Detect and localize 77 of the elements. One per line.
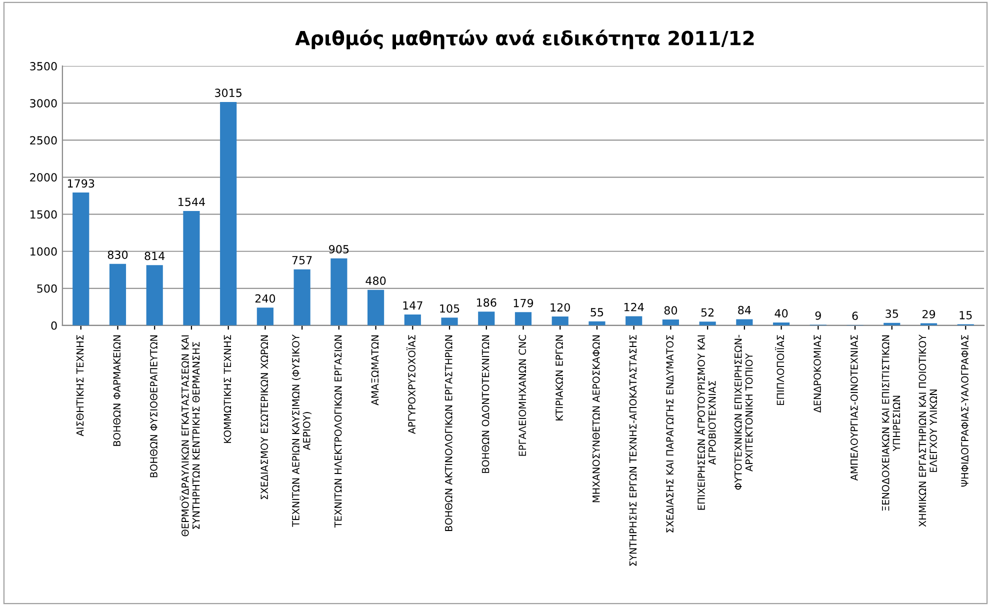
x-tick-label: ΒΟΗΘΩΝ ΦΑΡΜΑΚΕΙΩΝ <box>113 335 121 446</box>
x-tick-label: ΘΕΡΜΟΫΔΡΑΥΛΙΚΩΝ ΕΓΚΑΤΑΣΤΑΣΕΩΝ ΚΑΙ ΣΥΝΤΗΡΗΤΩΝ ΚΕΝΤΡΙΚΗΣ ΘΕΡΜΑΝΣΗΣ <box>180 335 200 536</box>
bar <box>626 316 642 326</box>
data-label: 120 <box>550 303 570 312</box>
x-tick-label: ΤΕΧΝΙΤΩΝ ΗΛΕΚΤΡΟΛΟΓΙΚΩΝ ΕΡΓΑΣΙΩΝ <box>334 335 342 528</box>
x-tick-label: ΚΟΜΜΩΤΙΚΗΣ ΤΕΧΝΗΣ <box>224 335 232 443</box>
bar <box>662 319 680 326</box>
x-tick-label: ΞΕΝΟΔΟΧΕΙΑΚΩΝ ΚΑΙ ΕΠΙΣΙΤΙΣΤΙΚΩΝ ΥΠΗΡΕΣΙΩΝ <box>882 335 900 511</box>
x-tick-label: ΒΟΗΘΩΝ ΑΚΤΙΝΟΛΟΓΙΚΩΝ ΕΡΓΑΣΤΗΡΙΩΝ <box>444 335 452 531</box>
data-label: 147 <box>403 301 422 310</box>
y-tick-label: 3000 <box>30 99 57 108</box>
bar <box>330 258 348 326</box>
data-label: 186 <box>477 298 496 307</box>
bar <box>146 265 163 326</box>
data-label: 1793 <box>68 179 94 188</box>
data-label: 84 <box>738 306 751 314</box>
x-tick-label: ΒΟΗΘΩΝ ΦΥΣΙΟΘΕΡΑΠΕΥΤΩΝ <box>150 335 158 478</box>
bar <box>72 192 90 326</box>
x-tick-label: ΒΟΗΘΩΝ ΟΔΟΝΤΟΤΕΧΝΙΤΩΝ <box>482 335 490 473</box>
bar <box>552 316 568 326</box>
data-label: 6 <box>852 312 858 320</box>
x-tick-label: ΣΧΕΔΙΑΣΗΣ ΚΑΙ ΠΑΡΑΓΩΓΗΣ ΕΝΔΥΜΑΤΟΣ <box>666 335 674 532</box>
data-label: 105 <box>440 304 460 313</box>
data-label: 9 <box>815 311 821 320</box>
y-tick-label: 0 <box>51 321 57 330</box>
x-tick-label: ΣΧΕΔΙΑΣΜΟΥ ΕΣΩΤΕΡΙΚΩΝ ΧΩΡΩΝ <box>260 335 268 500</box>
bar <box>404 314 421 326</box>
data-label: 814 <box>144 252 165 260</box>
x-tick-label: ΦΥΤΟΤΕΧΝΙΚΩΝ ΕΠΙΧΕΙΡΗΣΕΩΝ- ΑΡΧΙΤΕΚΤΟΝΙΚΗ ΤΟΠΙΟΥ <box>734 334 753 490</box>
x-tick-label: ΨΗΦΙΔΟΓΡΑΦΙΑΣ-ΥΑΛΟΓΡΑΦΙΑΣ <box>961 335 968 487</box>
bar <box>441 318 458 326</box>
data-label: 3015 <box>215 88 242 98</box>
bar <box>109 264 126 326</box>
x-tick-label: ΔΕΝΔΡΟΚΟΜΙΑΣ <box>814 335 821 413</box>
data-label: 35 <box>886 309 898 318</box>
bar <box>256 308 274 326</box>
x-tick-label: ΣΥΝΤΗΡΗΣΗΣ ΕΡΓΩΝ ΤΕΧΝΗΣ-ΑΠΟΚΑΤΑΣΤΑΣΗΣ <box>629 335 637 566</box>
x-tick-label: ΑΙΣΘΗΤΙΚΗΣ ΤΕΧΝΗΣ <box>76 335 84 436</box>
data-label: 80 <box>664 306 678 315</box>
y-tick-label: 2000 <box>30 173 57 182</box>
x-tick-label: ΧΗΜΙΚΩΝ ΕΡΓΑΣΤΗΡΙΩΝ ΚΑΙ ΠΟΙΟΤΙΚΟΥ ΕΛΕΓΧΟΥ ΥΛΙΚΩΝ <box>918 334 938 527</box>
bar <box>367 290 384 326</box>
bar <box>514 312 532 326</box>
x-tick-label: ΑΜΑΞΩΜΑΤΩΝ <box>371 335 378 406</box>
x-tick-label: ΑΡΓΥΡΟΧΡΥΣΟΧΟΪΑΣ <box>406 335 416 434</box>
x-tick-label: ΤΕΧΝΙΤΩΝ ΑΕΡΙΩΝ ΚΑΥΣΙΜΩΝ (ΦΥΣΙΚΟΥ ΑΕΡΙΟΥ) <box>292 334 312 527</box>
x-tick-label: ΜΗΧΑΝΟΣΥΝΘΕΤΩΝ ΑΕΡΟΣΚΑΦΩΝ <box>592 335 600 502</box>
data-label: 40 <box>774 309 788 318</box>
x-tick-label: ΚΤΙΡΙΑΚΩΝ ΕΡΓΩΝ <box>556 335 563 420</box>
chart-title: Αριθμός μαθητών ανά ειδικότητα 2011/12 <box>295 30 754 50</box>
x-tick-label: ΑΜΠΕΛΟΥΡΓΙΑΣ-ΟΙΝΟΤΕΧΝΙΑΣ <box>850 335 858 481</box>
data-label: 240 <box>255 294 276 303</box>
data-label: 52 <box>701 308 714 317</box>
bar <box>699 322 716 326</box>
data-label: 757 <box>292 256 312 264</box>
x-tick-label: ΕΠΙΠΛΟΠΟΙΪΑΣ <box>775 335 784 405</box>
data-label: 905 <box>329 245 349 254</box>
bar <box>736 319 753 326</box>
data-label: 830 <box>108 250 128 259</box>
bar <box>220 102 237 326</box>
data-label: 1544 <box>178 198 205 206</box>
data-label: 480 <box>366 276 386 285</box>
bar <box>183 211 200 326</box>
data-label: 15 <box>960 311 972 320</box>
data-label: 29 <box>922 310 936 318</box>
y-tick-label: 500 <box>37 284 57 293</box>
y-tick-label: 1000 <box>30 247 57 256</box>
bar <box>294 269 310 326</box>
data-label: 55 <box>590 308 604 316</box>
data-label: 124 <box>624 302 644 312</box>
x-tick-label: ΕΠΙΧΕΙΡΗΣΕΩΝ ΑΓΡΟΤΟΥΡΙΣΜΟΥ ΚΑΙ ΑΓΡΟΒΙΟΤΕΧΝΙΑΣ <box>698 335 716 510</box>
x-tick-label: ΕΡΓΑΛΕΙΟΜΗΧΑΝΩΝ CNC <box>518 334 526 456</box>
y-tick-label: 2500 <box>30 136 57 145</box>
data-label: 179 <box>514 298 534 308</box>
bar <box>478 312 495 326</box>
y-tick-label: 3500 <box>30 62 57 70</box>
y-tick-label: 1500 <box>30 210 57 219</box>
